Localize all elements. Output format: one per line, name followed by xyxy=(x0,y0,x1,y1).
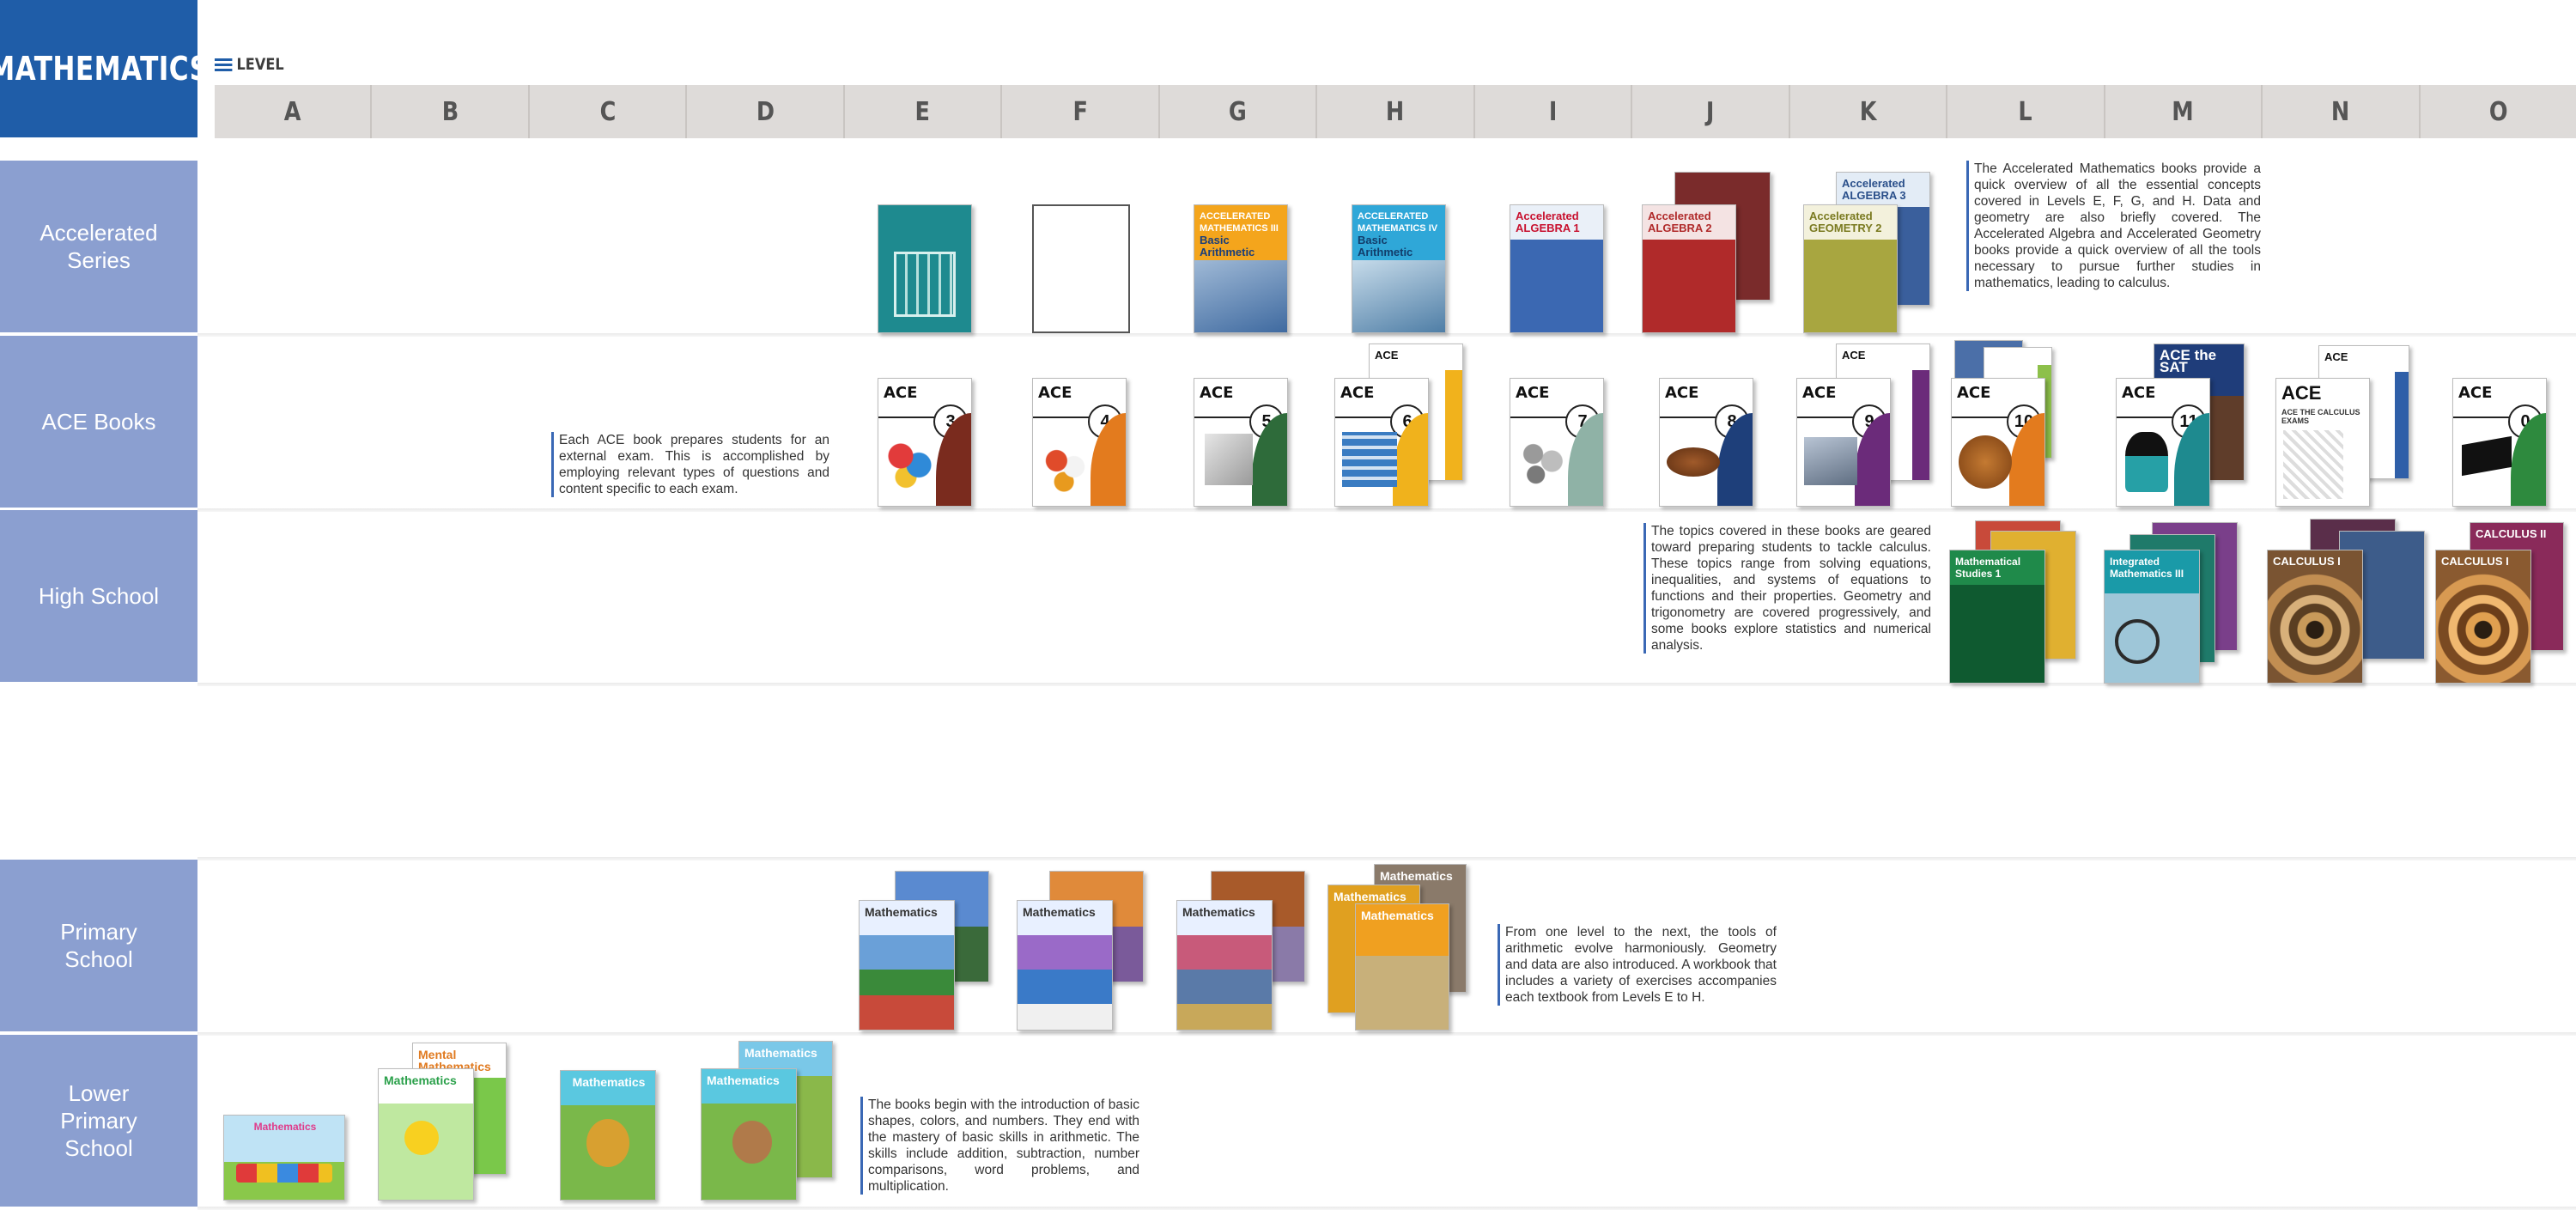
level-k[interactable]: K xyxy=(1788,85,1946,138)
cover-image xyxy=(1194,260,1287,332)
ace-book-a-level[interactable]: ACE 0 xyxy=(2452,378,2547,507)
ace-book-6[interactable]: ACE 6 xyxy=(1334,378,1429,507)
book-accelerated-iv[interactable]: ACCELERATED MATHEMATICS IV Basic Arithme… xyxy=(1352,204,1446,333)
shelf xyxy=(197,857,2576,860)
shelf xyxy=(197,333,2576,337)
hs-book-spiral[interactable]: CALCULUS I xyxy=(2267,550,2363,684)
level-e[interactable]: E xyxy=(842,85,1000,138)
lower-primary-c-book[interactable]: Mathematics xyxy=(560,1070,656,1201)
primary-h-textbook[interactable]: Mathematics xyxy=(1355,903,1449,1031)
book-accelerated-geometry-2[interactable]: Accelerated GEOMETRY 2 xyxy=(1803,204,1898,333)
level-h[interactable]: H xyxy=(1315,85,1473,138)
level-g[interactable]: G xyxy=(1157,85,1315,138)
ace-book-3[interactable]: ACE 3 xyxy=(878,378,972,507)
shelf xyxy=(197,508,2576,512)
ace-book-8[interactable]: ACE 8 xyxy=(1659,378,1753,507)
train-image xyxy=(236,1164,332,1183)
level-n[interactable]: N xyxy=(2261,85,2418,138)
graduation-cap-image xyxy=(2462,435,2512,477)
lower-primary-description: The books begin with the introduction of… xyxy=(860,1097,1139,1195)
ace-book-4[interactable]: ACE 4 xyxy=(1032,378,1127,507)
ace-description: Each ACE book prepares students for an e… xyxy=(551,432,829,497)
lower-primary-b-book[interactable]: Mathematics xyxy=(378,1068,474,1201)
ace-book-9[interactable]: ACE 9 xyxy=(1796,378,1891,507)
menu-lines-icon xyxy=(215,56,233,74)
ace-calculus-book[interactable]: ACE ACE THE CALCULUS EXAMS xyxy=(2275,378,2370,507)
bowl-image xyxy=(1667,447,1720,477)
row-label-accelerated: Accelerated Series xyxy=(0,161,197,332)
level-d[interactable]: D xyxy=(685,85,842,138)
level-bar: A B C D E F G H I J K L M N O xyxy=(215,85,2576,138)
level-b[interactable]: B xyxy=(370,85,527,138)
level-header: LEVEL xyxy=(215,55,284,74)
grid-image xyxy=(1342,432,1397,487)
ace-book-5[interactable]: ACE 5 xyxy=(1194,378,1288,507)
book-accelerated-ii-placeholder[interactable] xyxy=(1032,204,1130,333)
hs-mathematical-studies-1[interactable]: Mathematical Studies 1 xyxy=(1949,550,2045,684)
book-accelerated-i[interactable] xyxy=(878,204,972,333)
primary-description: From one level to the next, the tools of… xyxy=(1498,924,1777,1006)
lower-primary-d-book[interactable]: Mathematics xyxy=(701,1068,797,1201)
bicycle-image xyxy=(2115,619,2160,664)
level-j[interactable]: J xyxy=(1631,85,1788,138)
puzzle-image xyxy=(885,432,937,492)
high-school-description: The topics covered in these books are ge… xyxy=(1643,523,1931,654)
maze-image xyxy=(894,252,956,317)
hs-calculus-i[interactable]: CALCULUS I xyxy=(2435,550,2531,684)
primary-e-textbook[interactable]: Mathematics xyxy=(859,900,955,1031)
subject-title: MATHEMATICS xyxy=(0,50,210,88)
subject-title-box: MATHEMATICS xyxy=(0,0,209,137)
house-image xyxy=(1804,437,1857,485)
primary-g-textbook[interactable]: Mathematics xyxy=(1176,900,1273,1031)
level-o[interactable]: O xyxy=(2418,85,2576,138)
baseball-glove-image xyxy=(1959,435,2012,489)
character-image xyxy=(732,1121,772,1164)
cubes-image xyxy=(1205,434,1253,485)
primary-f-textbook[interactable]: Mathematics xyxy=(1017,900,1113,1031)
stones-image xyxy=(1517,437,1571,485)
row-label-primary: Primary School xyxy=(0,860,197,1031)
sun-image xyxy=(404,1121,439,1155)
shelf xyxy=(197,1032,2576,1036)
book-accelerated-algebra-1[interactable]: Accelerated ALGEBRA 1 xyxy=(1510,204,1604,333)
ace-book-11[interactable]: ACE 11 xyxy=(2116,378,2210,507)
sketch-image xyxy=(2283,430,2343,499)
row-label-lower-primary: Lower Primary School xyxy=(0,1035,197,1207)
book-accelerated-iii[interactable]: ACCELERATED MATHEMATICS III Basic Arithm… xyxy=(1194,204,1288,333)
level-f[interactable]: F xyxy=(1000,85,1157,138)
accelerated-description: The Accelerated Mathematics books provid… xyxy=(1966,161,2261,291)
pawns-image xyxy=(1042,434,1091,494)
guitar-image xyxy=(2125,432,2168,492)
level-i[interactable]: I xyxy=(1473,85,1631,138)
cover-image xyxy=(1352,260,1445,332)
lower-primary-a-book[interactable]: Mathematics xyxy=(223,1115,345,1201)
shelf xyxy=(197,683,2576,686)
lion-image xyxy=(586,1119,629,1167)
ace-book-10[interactable]: ACE 10 xyxy=(1951,378,2045,507)
row-label-high-school: High School xyxy=(0,510,197,682)
shelf xyxy=(197,1207,2576,1210)
ace-book-7[interactable]: ACE 7 xyxy=(1510,378,1604,507)
level-m[interactable]: M xyxy=(2103,85,2261,138)
row-label-ace: ACE Books xyxy=(0,336,197,508)
hs-integrated-mathematics-iii[interactable]: Integrated Mathematics III xyxy=(2104,550,2200,684)
level-l[interactable]: L xyxy=(1946,85,2103,138)
level-label: LEVEL xyxy=(236,55,284,74)
book-accelerated-algebra-2[interactable]: Accelerated ALGEBRA 2 xyxy=(1642,204,1736,333)
level-a[interactable]: A xyxy=(283,96,301,127)
level-c[interactable]: C xyxy=(527,85,685,138)
